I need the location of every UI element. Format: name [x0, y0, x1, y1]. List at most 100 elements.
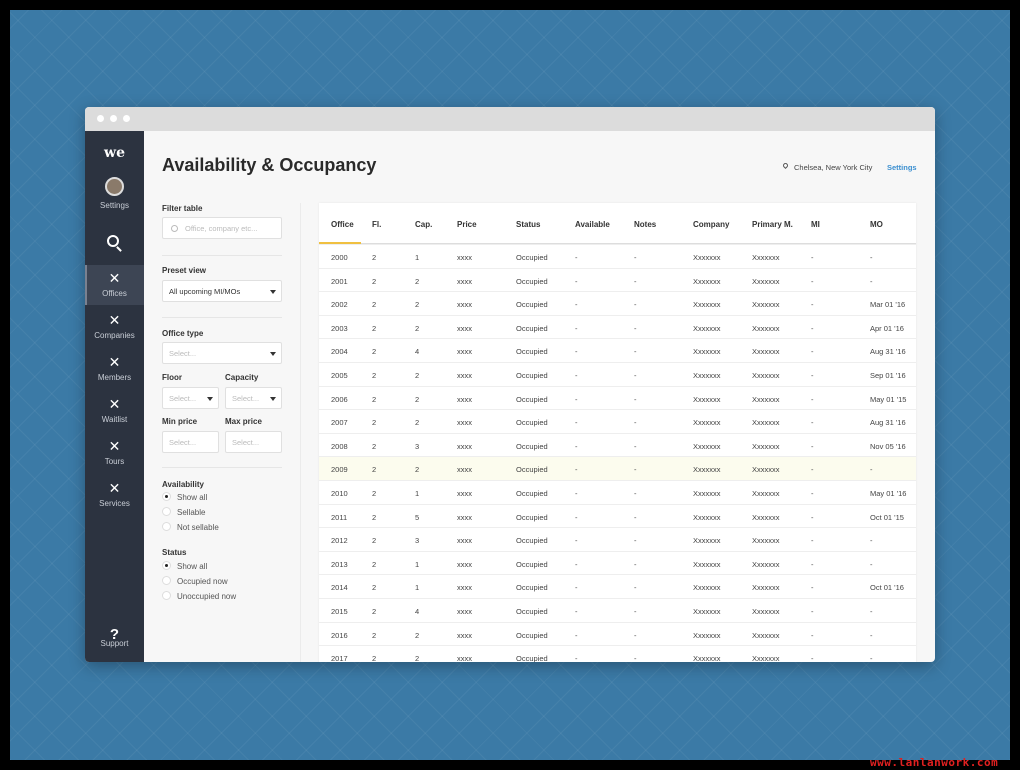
- table-row[interactable]: 2001 2 2 xxxx Occupied - - Xxxxxxx Xxxxxxx - -: [319, 267, 916, 292]
- radio-circle[interactable]: [162, 522, 171, 531]
- sidebar: we Settings ? Support ✕ Offices ✕ Companies…: [85, 131, 144, 662]
- radio-option[interactable]: Show all: [162, 492, 207, 502]
- nav-label[interactable]: Tours: [104, 457, 125, 466]
- cell: -: [634, 441, 637, 451]
- cell: -: [575, 323, 578, 333]
- cell: -: [575, 441, 578, 451]
- table-row[interactable]: 2002 2 2 xxxx Occupied - - Xxxxxxx Xxxxxxx - Mar 0…: [319, 291, 916, 315]
- table-row[interactable]: 2016 2 2 xxxx Occupied - - Xxxxxxx Xxxxxxx - -: [319, 621, 916, 646]
- cell: 2017: [331, 654, 348, 662]
- radio-circle[interactable]: [162, 576, 171, 585]
- cell: Xxxxxxx: [693, 607, 721, 616]
- cell: -: [811, 300, 814, 310]
- cell: Xxxxxxx: [693, 512, 721, 522]
- radio-circle[interactable]: [162, 507, 171, 516]
- cell: Xxxxxxx: [752, 441, 780, 451]
- location[interactable]: Chelsea, New York City: [794, 163, 873, 172]
- cell: Occupied: [516, 394, 548, 404]
- table-row[interactable]: 2017 2 2 xxxx Occupied - - Xxxxxxx Xxxxxxx - -: [319, 645, 916, 662]
- max-price-input[interactable]: Select...: [225, 431, 282, 453]
- floor-select[interactable]: Select...: [162, 387, 219, 409]
- radio-circle[interactable]: [162, 492, 171, 501]
- radio-circle[interactable]: [162, 561, 171, 570]
- radio-option[interactable]: Not sellable: [162, 522, 219, 532]
- preset-select[interactable]: All upcoming MI/MOs: [162, 280, 282, 302]
- column-header[interactable]: Notes: [634, 220, 657, 229]
- nav-label[interactable]: Waitlist: [101, 415, 128, 424]
- nav-label[interactable]: Offices: [102, 289, 127, 298]
- radio-option[interactable]: Unoccupied now: [162, 591, 236, 601]
- min-price-input[interactable]: Select...: [162, 431, 219, 453]
- table-row[interactable]: 2015 2 4 xxxx Occupied - - Xxxxxxx Xxxxxxx - -: [319, 598, 916, 622]
- pin-icon: [781, 161, 790, 170]
- cell: 4: [415, 607, 420, 616]
- table-row[interactable]: 2004 2 4 xxxx Occupied - - Xxxxxxx Xxxxxxx - Aug 3…: [319, 338, 916, 362]
- nav-icon[interactable]: ✕: [108, 270, 121, 286]
- search-icon[interactable]: [107, 235, 119, 247]
- radio-option[interactable]: Sellable: [162, 507, 205, 517]
- radio-option[interactable]: Show all: [162, 561, 207, 571]
- column-header[interactable]: Available: [575, 220, 610, 229]
- filter-input[interactable]: Office, company etc...: [162, 217, 282, 239]
- cell: Xxxxxxx: [752, 559, 780, 569]
- column-header[interactable]: Status: [516, 220, 541, 229]
- support-label[interactable]: Support: [100, 639, 129, 648]
- cell: -: [870, 630, 873, 640]
- cell: Xxxxxxx: [693, 323, 721, 333]
- table-row[interactable]: 2012 2 3 xxxx Occupied - - Xxxxxxx Xxxxxxx - -: [319, 527, 916, 551]
- nav-label[interactable]: Services: [99, 499, 130, 508]
- value: All upcoming MI/MOs: [169, 287, 241, 296]
- column-header[interactable]: Primary M.: [752, 220, 793, 229]
- office-type-select[interactable]: Select...: [162, 342, 282, 364]
- cell: -: [811, 418, 814, 428]
- column-header[interactable]: MO: [870, 220, 883, 229]
- support-icon[interactable]: ?: [109, 626, 120, 643]
- nav-label[interactable]: Members: [97, 373, 132, 382]
- table-row[interactable]: 2000 2 1 xxxx Occupied - - Xxxxxxx Xxxxxxx - -: [319, 244, 916, 268]
- cell: -: [575, 276, 578, 286]
- cell: Xxxxxxx: [693, 418, 721, 428]
- nav-icon[interactable]: ✕: [108, 438, 121, 454]
- cell: 2012: [331, 536, 348, 546]
- radio-option[interactable]: Occupied now: [162, 576, 228, 586]
- nav-label[interactable]: Companies: [94, 331, 135, 340]
- cell: 2: [415, 276, 420, 286]
- table-row[interactable]: 2014 2 1 xxxx Occupied - - Xxxxxxx Xxxxxxx - Oct 0…: [319, 574, 916, 598]
- cell: May 01 '16: [870, 489, 907, 498]
- table-row[interactable]: 2005 2 2 xxxx Occupied - - Xxxxxxx Xxxxxxx - Sep 0…: [319, 362, 916, 386]
- cell: Xxxxxxx: [752, 276, 780, 286]
- table-row[interactable]: 2006 2 2 xxxx Occupied - - Xxxxxxx Xxxxxxx - May 0…: [319, 385, 916, 410]
- table-row[interactable]: 2007 2 2 xxxx Occupied - - Xxxxxxx Xxxxxxx - Aug 3…: [319, 409, 916, 433]
- cell: -: [634, 394, 637, 404]
- cell: Xxxxxxx: [752, 394, 780, 404]
- table-row[interactable]: 2011 2 5 xxxx Occupied - - Xxxxxxx Xxxxxxx - Oct 0…: [319, 503, 916, 528]
- column-header[interactable]: Office: [331, 220, 354, 229]
- table-row[interactable]: 2009 2 2 xxxx Occupied - - Xxxxxxx Xxxxxxx - -: [319, 456, 916, 480]
- logo[interactable]: we: [104, 145, 125, 161]
- settings-link[interactable]: Settings: [887, 163, 917, 172]
- cell: -: [634, 418, 637, 428]
- table-row[interactable]: 2003 2 2 xxxx Occupied - - Xxxxxxx Xxxxxxx - Apr 0…: [319, 314, 916, 339]
- column-header[interactable]: MI: [811, 220, 820, 229]
- radio-circle[interactable]: [162, 591, 171, 600]
- profile-label[interactable]: Settings: [100, 201, 129, 210]
- nav-icon[interactable]: ✕: [108, 312, 121, 328]
- column-header[interactable]: Company: [693, 220, 730, 229]
- column-header[interactable]: Cap.: [415, 220, 433, 229]
- nav-icon[interactable]: ✕: [108, 480, 121, 496]
- nav-icon[interactable]: ✕: [108, 354, 121, 370]
- cell: Xxxxxxx: [752, 630, 780, 640]
- cell: -: [811, 654, 814, 662]
- table-row[interactable]: 2013 2 1 xxxx Occupied - - Xxxxxxx Xxxxxxx - -: [319, 550, 916, 575]
- column-header[interactable]: Price: [457, 220, 477, 229]
- avatar[interactable]: [105, 177, 124, 196]
- cell: 2: [372, 394, 377, 404]
- column-header[interactable]: Fl.: [372, 220, 382, 229]
- capacity-select[interactable]: Select...: [225, 387, 282, 409]
- table-row[interactable]: 2010 2 1 xxxx Occupied - - Xxxxxxx Xxxxxxx - May 0…: [319, 480, 916, 504]
- table-row[interactable]: 2008 2 3 xxxx Occupied - - Xxxxxxx Xxxxxxx - Nov 0…: [319, 432, 916, 457]
- cell: 2001: [331, 276, 348, 286]
- nav-icon[interactable]: ✕: [108, 396, 121, 412]
- cell: 2: [372, 300, 377, 310]
